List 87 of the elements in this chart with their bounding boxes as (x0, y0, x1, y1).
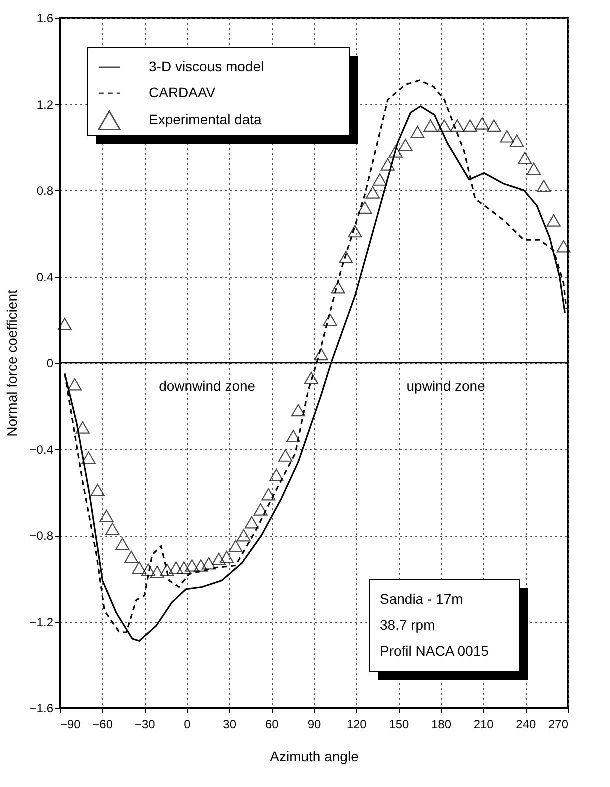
point (510, 134, 524, 148)
y-tick-label: 0.4 (36, 270, 54, 284)
x-tick-label: 210 (474, 718, 494, 732)
x-tick-label: −30 (134, 718, 156, 732)
annotation: Profil NACA 0015 (380, 643, 490, 659)
point (286, 430, 301, 443)
legend-label: 3-D viscous model (149, 58, 264, 74)
point (124, 550, 139, 564)
x-tick-label: −90 (60, 718, 82, 732)
point (212, 553, 226, 566)
point (76, 421, 90, 434)
point (437, 120, 452, 132)
y-axis-title: Normal force coefficient (4, 290, 20, 437)
annotation: Sandia - 17m (380, 591, 464, 607)
annotation: upwind zone (406, 378, 486, 394)
point (100, 510, 114, 522)
point (463, 120, 478, 132)
point (526, 162, 542, 176)
point (244, 516, 259, 529)
point (358, 202, 372, 214)
point (169, 562, 184, 574)
point (254, 503, 268, 516)
point (536, 180, 552, 192)
y-tick-label: 0 (46, 356, 54, 370)
x-tick-label: 60 (265, 718, 280, 732)
x-tick-label: 90 (308, 718, 322, 732)
point (262, 488, 276, 501)
x-tick-label: 270 (548, 718, 569, 732)
annotation: 38.7 rpm (380, 617, 436, 633)
point (278, 450, 293, 462)
point (141, 564, 156, 576)
x-tick-label: 180 (431, 718, 452, 732)
point (323, 314, 338, 326)
point (331, 281, 346, 294)
y-tick-label: −1.6 (30, 702, 54, 716)
point (150, 566, 164, 578)
point (194, 559, 208, 572)
point (450, 120, 465, 132)
point (366, 186, 380, 199)
point (410, 126, 425, 138)
x-tick-label: −60 (92, 718, 114, 732)
x-tick-label: 0 (184, 718, 192, 732)
point (372, 174, 388, 186)
point (236, 529, 251, 542)
point (202, 557, 216, 570)
x-tick-label: 240 (516, 718, 536, 732)
point (58, 318, 72, 330)
point (132, 562, 147, 574)
point (270, 468, 284, 482)
point (106, 522, 120, 536)
point (546, 214, 561, 227)
point (90, 484, 105, 496)
point (116, 538, 130, 550)
y-tick-label: 1.2 (36, 98, 54, 112)
x-tick-label: 120 (346, 718, 368, 732)
legend-label: Experimental data (149, 112, 262, 128)
point (518, 152, 532, 164)
point (380, 158, 396, 171)
y-tick-label: −0.8 (30, 529, 54, 543)
point (160, 564, 174, 576)
point (500, 130, 514, 143)
point (68, 378, 82, 391)
point (220, 550, 234, 564)
y-tick-label: 0.8 (36, 184, 54, 198)
point (228, 540, 243, 552)
annotation: downwind zone (159, 378, 256, 394)
y-tick-label: 1.6 (36, 12, 54, 26)
legend-label: CARDAAV (149, 84, 216, 100)
point (339, 251, 354, 264)
point (487, 120, 502, 132)
point (291, 404, 306, 417)
point (388, 145, 403, 158)
y-tick-label: −1.2 (30, 615, 54, 630)
x-tick-label: 150 (389, 718, 410, 732)
x-tick-label: 30 (223, 718, 237, 732)
point (556, 240, 571, 253)
point (475, 117, 490, 130)
point (304, 372, 319, 384)
point (348, 225, 362, 238)
point (314, 348, 328, 361)
y-tick-label: −0.4 (30, 442, 54, 457)
x-axis-title: Azimuth angle (270, 748, 360, 764)
point (398, 139, 413, 152)
point (177, 562, 192, 574)
point (424, 120, 438, 132)
point (185, 559, 200, 572)
point (82, 452, 96, 464)
